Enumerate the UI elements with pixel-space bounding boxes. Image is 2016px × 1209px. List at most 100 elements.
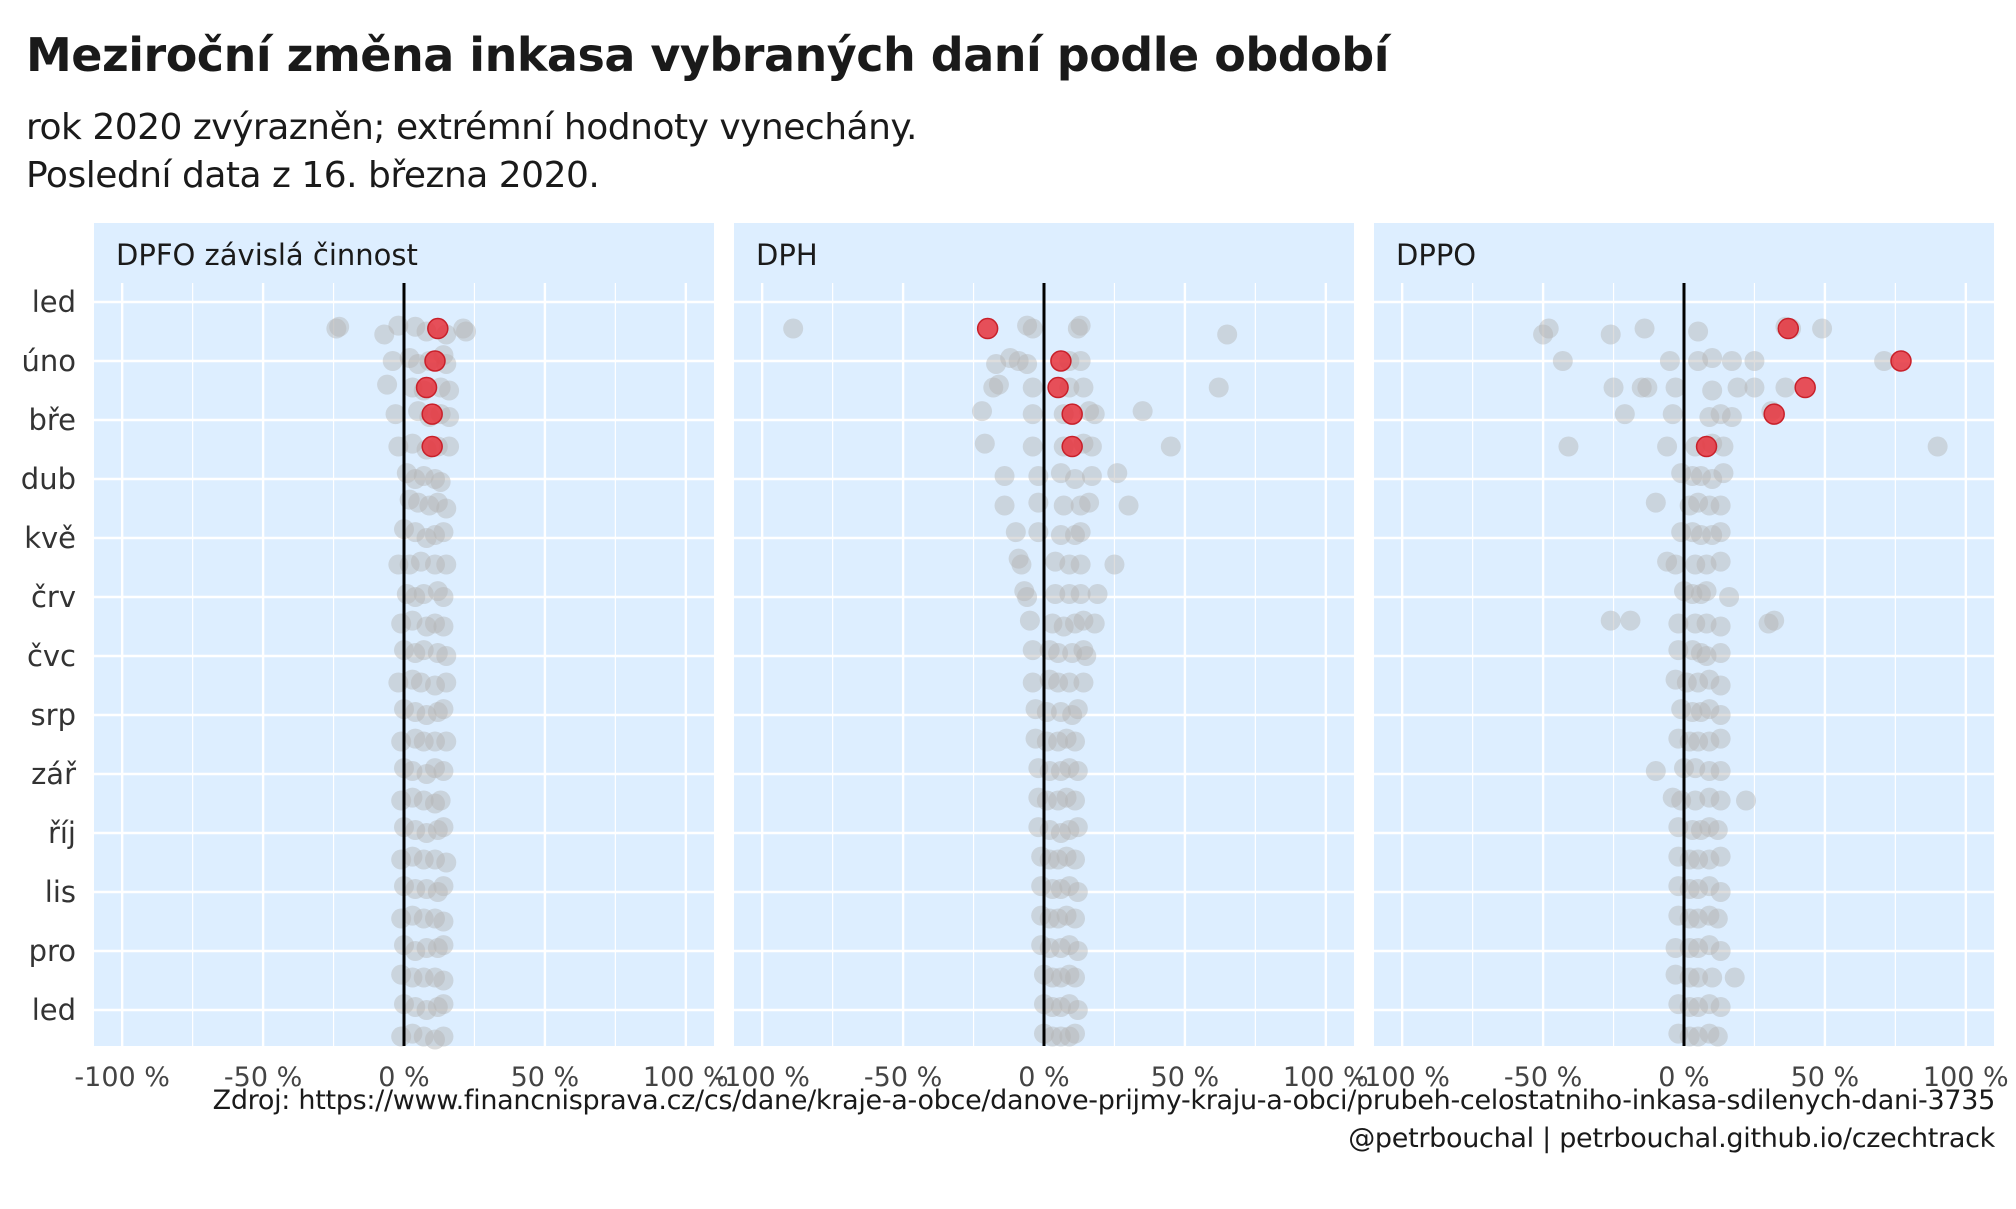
data-point — [427, 581, 448, 602]
data-point — [1050, 879, 1071, 900]
data-point — [1059, 964, 1080, 985]
y-tick-label: led — [32, 285, 76, 319]
data-point — [1682, 820, 1703, 841]
data-point — [1050, 967, 1071, 988]
data-point — [1662, 787, 1683, 808]
data-point — [1059, 554, 1080, 575]
facet-strip-1 — [734, 223, 1354, 283]
data-point — [1107, 463, 1128, 484]
data-point — [1702, 469, 1723, 489]
data-point — [1031, 876, 1052, 897]
facet-strip-label-1: DPH — [756, 238, 818, 272]
data-point — [413, 731, 434, 752]
data-point — [1025, 728, 1046, 749]
data-point — [1208, 377, 1229, 398]
data-point — [433, 522, 454, 543]
data-point — [1042, 967, 1063, 988]
data-point — [416, 823, 437, 843]
data-point — [1022, 672, 1043, 693]
data-point — [1000, 348, 1021, 369]
data-point — [1065, 469, 1085, 489]
data-point — [1042, 879, 1063, 900]
data-point — [1056, 905, 1077, 926]
facet-strip-label-0: DPFO závislá činnost — [116, 238, 418, 272]
data-point — [391, 849, 412, 870]
data-point — [1065, 790, 1085, 811]
data-point — [1637, 377, 1658, 398]
data-point — [436, 731, 457, 752]
data-point — [1067, 882, 1088, 902]
data-point — [1070, 351, 1091, 371]
data-point — [425, 967, 445, 988]
data-point — [1008, 351, 1029, 371]
data-point — [1665, 938, 1686, 959]
data-point — [433, 970, 454, 991]
chart-subtitle: rok 2020 zvýrazněn; extrémní hodnoty vyn… — [26, 104, 918, 200]
data-point — [1056, 787, 1077, 808]
data-point — [391, 964, 412, 985]
chart-caption: Zdroj: https://www.financnisprava.cz/cs/… — [213, 1082, 1996, 1158]
data-point — [427, 820, 448, 841]
data-point — [433, 761, 454, 782]
data-point — [1710, 790, 1731, 811]
data-point — [1710, 941, 1731, 961]
data-point — [1067, 761, 1088, 782]
data-point — [1079, 492, 1100, 513]
x-tick-label: 0 % — [1018, 1062, 1069, 1093]
data-point — [405, 941, 426, 961]
x-tick-label: -100 % — [74, 1062, 170, 1093]
data-point — [410, 551, 431, 572]
data-point — [1073, 640, 1094, 661]
data-point — [1727, 377, 1748, 398]
data-point — [1665, 669, 1686, 690]
data-point — [391, 731, 412, 752]
data-point — [1022, 318, 1043, 339]
data-point — [1620, 610, 1641, 631]
y-tick-label: dub — [21, 462, 76, 496]
data-point — [391, 908, 412, 929]
data-point — [1724, 967, 1745, 988]
data-point — [1065, 1023, 1085, 1044]
data-point — [1634, 318, 1655, 339]
data-point — [382, 351, 403, 371]
data-point — [1062, 643, 1083, 664]
data-point — [416, 1000, 437, 1020]
data-point — [1696, 581, 1717, 602]
data-point — [405, 469, 426, 489]
data-point — [1710, 675, 1731, 696]
data-point — [427, 492, 448, 513]
data-point — [425, 525, 445, 546]
data-point — [1056, 846, 1077, 867]
data-point — [453, 318, 474, 339]
data-point — [425, 469, 445, 489]
data-point — [1065, 731, 1085, 752]
data-point — [1699, 935, 1720, 956]
data-point — [1682, 584, 1703, 605]
data-point — [1045, 584, 1066, 605]
data-point — [402, 787, 423, 808]
y-tick-label: pro — [29, 934, 76, 968]
data-point — [1070, 522, 1091, 543]
data-point — [1682, 466, 1703, 487]
data-point — [1053, 495, 1074, 516]
data-point — [427, 702, 448, 723]
data-point — [416, 879, 437, 900]
data-point — [1036, 731, 1057, 752]
data-point — [1022, 436, 1043, 457]
data-point — [1081, 466, 1102, 487]
data-point — [396, 463, 417, 484]
data-point — [1042, 1026, 1063, 1047]
data-point — [1053, 616, 1074, 637]
data-point — [436, 672, 457, 693]
data-point — [1710, 522, 1731, 543]
data-point — [425, 731, 445, 752]
data-point — [1671, 463, 1692, 484]
data-point — [433, 817, 454, 838]
data-point — [405, 728, 426, 749]
data-point — [425, 758, 445, 779]
data-point — [1676, 672, 1697, 693]
data-point — [385, 404, 406, 425]
data-point — [1552, 351, 1573, 371]
caption-author: @petrbouchal | petrbouchal.github.io/cze… — [1348, 1123, 1995, 1154]
data-point — [1059, 994, 1080, 1015]
